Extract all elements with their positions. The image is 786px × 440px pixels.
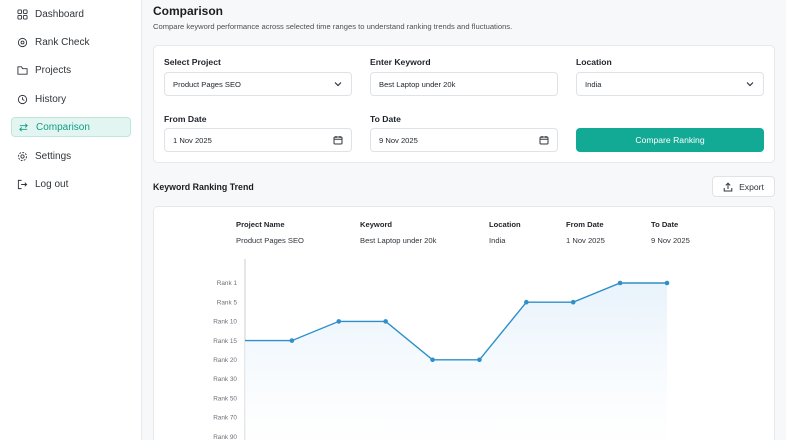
sidebar-item-rank-check[interactable]: Rank Check xyxy=(11,32,131,52)
dashboard-icon xyxy=(17,8,28,20)
location-select[interactable]: India xyxy=(576,72,764,96)
trend-point[interactable] xyxy=(336,319,342,324)
calendar-icon[interactable] xyxy=(539,135,549,145)
trend-point[interactable] xyxy=(477,357,482,363)
y-tick-label: Rank 5 xyxy=(217,299,238,306)
sidebar-item-label: Rank Check xyxy=(35,36,90,48)
logout-icon xyxy=(17,179,28,190)
to-date-value: 9 Nov 2025 xyxy=(379,135,418,145)
location-label: Location xyxy=(576,57,612,67)
trend-point[interactable] xyxy=(289,338,295,343)
y-tick-label: Rank 50 xyxy=(213,395,237,402)
keyword-input[interactable]: Best Laptop under 20k xyxy=(370,72,558,96)
page-subtitle: Compare keyword performance across selec… xyxy=(153,22,513,31)
summary-header-location: Location xyxy=(489,220,521,229)
summary-keyword-value: Best Laptop under 20k xyxy=(360,236,437,245)
compare-ranking-button[interactable]: Compare Ranking xyxy=(576,128,764,152)
from-date-input[interactable]: 1 Nov 2025 xyxy=(164,128,352,152)
trend-point[interactable] xyxy=(524,299,529,305)
y-tick-label: Rank 70 xyxy=(213,415,237,422)
project-label: Select Project xyxy=(164,57,221,67)
page-title: Comparison xyxy=(153,4,224,18)
trend-point[interactable] xyxy=(570,299,576,305)
gear-icon xyxy=(17,151,28,162)
to-date-label: To Date xyxy=(370,114,401,124)
export-label: Export xyxy=(739,181,764,192)
rank-check-icon xyxy=(17,37,28,48)
sidebar-item-label: Dashboard xyxy=(35,8,84,20)
project-select[interactable]: Product Pages SEO xyxy=(164,72,352,96)
summary-to-date-value: 9 Nov 2025 xyxy=(651,236,690,245)
summary-location-value: India xyxy=(489,236,506,245)
sidebar-item-dashboard[interactable]: Dashboard xyxy=(11,4,131,24)
trend-point[interactable] xyxy=(664,280,670,286)
history-icon xyxy=(17,94,28,105)
sidebar-item-history[interactable]: History xyxy=(11,89,131,109)
project-value: Product Pages SEO xyxy=(173,79,241,89)
to-date-input[interactable]: 9 Nov 2025 xyxy=(370,128,558,152)
y-tick-label: Rank 30 xyxy=(213,376,237,383)
sidebar-item-label: Log out xyxy=(35,178,69,190)
export-button[interactable]: Export xyxy=(712,176,775,197)
trend-chart-card: Project Name Keyword Location From Date … xyxy=(153,206,775,440)
sidebar-item-comparison[interactable]: Comparison xyxy=(11,117,131,137)
calendar-icon[interactable] xyxy=(333,135,343,145)
folder-icon xyxy=(17,65,28,76)
summary-from-date-value: 1 Nov 2025 xyxy=(566,236,605,245)
sidebar-item-logout[interactable]: Log out xyxy=(11,174,131,194)
sidebar-item-label: Settings xyxy=(35,150,72,162)
summary-header-to-date: To Date xyxy=(651,220,679,229)
sidebar-item-projects[interactable]: Projects xyxy=(11,60,131,80)
summary-header-project: Project Name xyxy=(236,220,285,229)
trend-area xyxy=(245,283,667,440)
y-tick-label: Rank 15 xyxy=(213,338,237,345)
trend-point[interactable] xyxy=(430,357,435,363)
sidebar-item-settings[interactable]: Settings xyxy=(11,146,131,166)
sidebar-item-label: Projects xyxy=(35,64,72,76)
summary-header-keyword: Keyword xyxy=(360,220,393,229)
keyword-value: Best Laptop under 20k xyxy=(379,79,456,89)
keyword-label: Enter Keyword xyxy=(370,57,431,67)
chevron-down-icon xyxy=(745,79,755,89)
trend-line xyxy=(245,282,667,361)
sidebar-item-label: Comparison xyxy=(36,121,90,133)
trend-point[interactable] xyxy=(383,319,388,324)
summary-header-from-date: From Date xyxy=(566,220,604,229)
y-tick-label: Rank 20 xyxy=(213,357,237,364)
sidebar: Dashboard Rank Check Projects History Co… xyxy=(0,0,142,440)
comparison-form: Select Project Product Pages SEO Enter K… xyxy=(153,45,775,163)
location-value: India xyxy=(585,79,602,89)
from-date-label: From Date xyxy=(164,114,207,124)
chevron-down-icon xyxy=(333,79,343,89)
sidebar-item-label: History xyxy=(35,93,67,105)
y-tick-label: Rank 10 xyxy=(213,319,237,326)
y-tick-label: Rank 1 xyxy=(217,280,238,287)
from-date-value: 1 Nov 2025 xyxy=(173,135,212,145)
ranking-trend-chart: Rank 1 Rank 5 Rank 10 Rank 15 Rank 20 Rank 30… xyxy=(213,259,670,440)
y-tick-label: Rank 90 xyxy=(213,434,237,440)
export-icon xyxy=(723,181,733,192)
trend-point[interactable] xyxy=(617,280,623,286)
compare-arrows-icon xyxy=(18,122,29,133)
summary-project-value: Product Pages SEO xyxy=(236,236,304,245)
trend-section-title: Keyword Ranking Trend xyxy=(153,182,254,192)
main-content: Comparison Compare keyword performance a… xyxy=(142,0,786,440)
